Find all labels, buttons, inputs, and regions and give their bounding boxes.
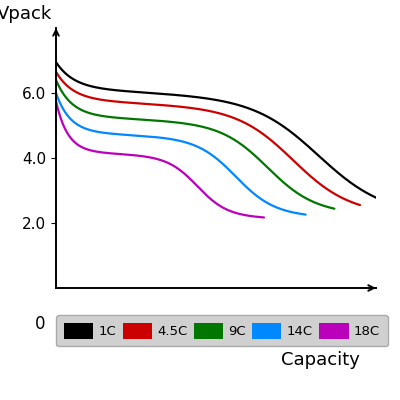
Legend: 1C, 4.5C, 9C, 14C, 18C: 1C, 4.5C, 9C, 14C, 18C [56, 315, 388, 346]
Y-axis label: Vpack: Vpack [0, 5, 52, 23]
Text: 0: 0 [35, 315, 45, 333]
Text: Capacity: Capacity [281, 351, 360, 369]
